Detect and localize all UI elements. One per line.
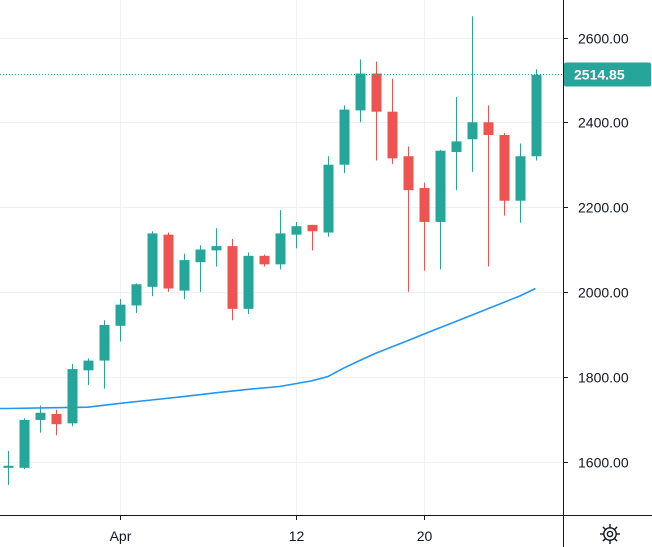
candle-body-up xyxy=(211,246,222,251)
candle xyxy=(515,143,526,223)
candle xyxy=(483,105,494,267)
candle xyxy=(307,224,318,251)
candle-body-up xyxy=(115,304,126,326)
candle-body-down xyxy=(307,224,318,232)
price-tick-label: 1600.00 xyxy=(578,455,629,471)
price-tick-label: 2600.00 xyxy=(578,31,629,47)
candle-body-up xyxy=(147,233,158,287)
last-price-badge-bg xyxy=(564,62,651,87)
candle xyxy=(387,78,398,164)
candle-body-down xyxy=(163,234,174,289)
candle-body-up xyxy=(179,260,190,291)
candle xyxy=(131,283,142,314)
last-price-label: 2514.85 xyxy=(574,67,625,83)
candle xyxy=(3,450,14,485)
candle xyxy=(227,238,238,321)
candle-body-down xyxy=(259,255,270,265)
last-price-badge: 2514.85 xyxy=(564,62,651,87)
candle xyxy=(323,156,334,237)
candle xyxy=(35,405,46,433)
price-tick-label: 1800.00 xyxy=(578,370,629,386)
candle xyxy=(275,210,286,270)
candle xyxy=(67,363,78,427)
candle xyxy=(195,245,206,292)
candle-body-down xyxy=(483,122,494,136)
candle-body-up xyxy=(291,226,302,235)
price-tick-label: 2200.00 xyxy=(578,200,629,216)
gear-icon[interactable] xyxy=(598,522,622,546)
candle-body-down xyxy=(371,73,382,112)
candle xyxy=(371,61,382,161)
time-scale[interactable]: Apr 12 20 xyxy=(110,515,433,544)
candle xyxy=(451,96,462,191)
candle-body-up xyxy=(355,73,366,111)
candle xyxy=(19,418,30,470)
candle xyxy=(435,149,446,270)
candle-body-down xyxy=(227,246,238,309)
candle-body-down xyxy=(499,135,510,201)
candle xyxy=(147,231,158,297)
candle xyxy=(163,232,174,292)
candle-body-up xyxy=(99,324,110,361)
moving-average xyxy=(0,287,536,410)
candle xyxy=(83,358,94,386)
time-tick-label: 20 xyxy=(417,528,433,544)
candle-body-down xyxy=(387,111,398,159)
candle xyxy=(211,228,222,267)
time-tick-label: Apr xyxy=(110,528,132,544)
candle-body-up xyxy=(339,109,350,165)
candle-body-up xyxy=(131,284,142,306)
candle-body-up xyxy=(275,233,286,265)
candle-body-up xyxy=(515,156,526,201)
candle xyxy=(115,299,126,342)
candle xyxy=(243,252,254,314)
candle-body-up xyxy=(3,465,14,468)
candle-body-up xyxy=(323,164,334,233)
candle-body-up xyxy=(451,141,462,152)
candle xyxy=(99,320,110,389)
candle-body-down xyxy=(51,414,62,425)
candle xyxy=(259,254,270,267)
candle-body-up xyxy=(243,255,254,309)
candle xyxy=(179,253,190,300)
candles xyxy=(3,16,542,485)
moving-average-line xyxy=(0,287,536,410)
candle xyxy=(51,409,62,436)
candle xyxy=(291,221,302,249)
candle xyxy=(467,16,478,172)
candle xyxy=(499,132,510,216)
candle xyxy=(419,182,430,271)
candle-body-up xyxy=(531,74,542,157)
candle-body-up xyxy=(435,150,446,222)
candle xyxy=(355,59,366,123)
price-tick-label: 2400.00 xyxy=(578,115,629,131)
candle-body-up xyxy=(67,369,78,424)
candle-body-up xyxy=(83,360,94,371)
candle-body-up xyxy=(195,249,206,263)
candle-body-down xyxy=(419,188,430,222)
time-tick-label: 12 xyxy=(289,528,305,544)
candle-body-up xyxy=(467,122,478,140)
candle-body-down xyxy=(403,156,414,191)
price-tick-label: 2000.00 xyxy=(578,285,629,301)
candle xyxy=(531,69,542,161)
price-scale[interactable]: 1600.00 1800.00 2000.00 2200.00 2400.00 2600.… xyxy=(563,31,629,471)
candle-body-up xyxy=(19,419,30,468)
candle xyxy=(339,105,350,174)
candle xyxy=(403,146,414,292)
candle-body-up xyxy=(35,412,46,420)
